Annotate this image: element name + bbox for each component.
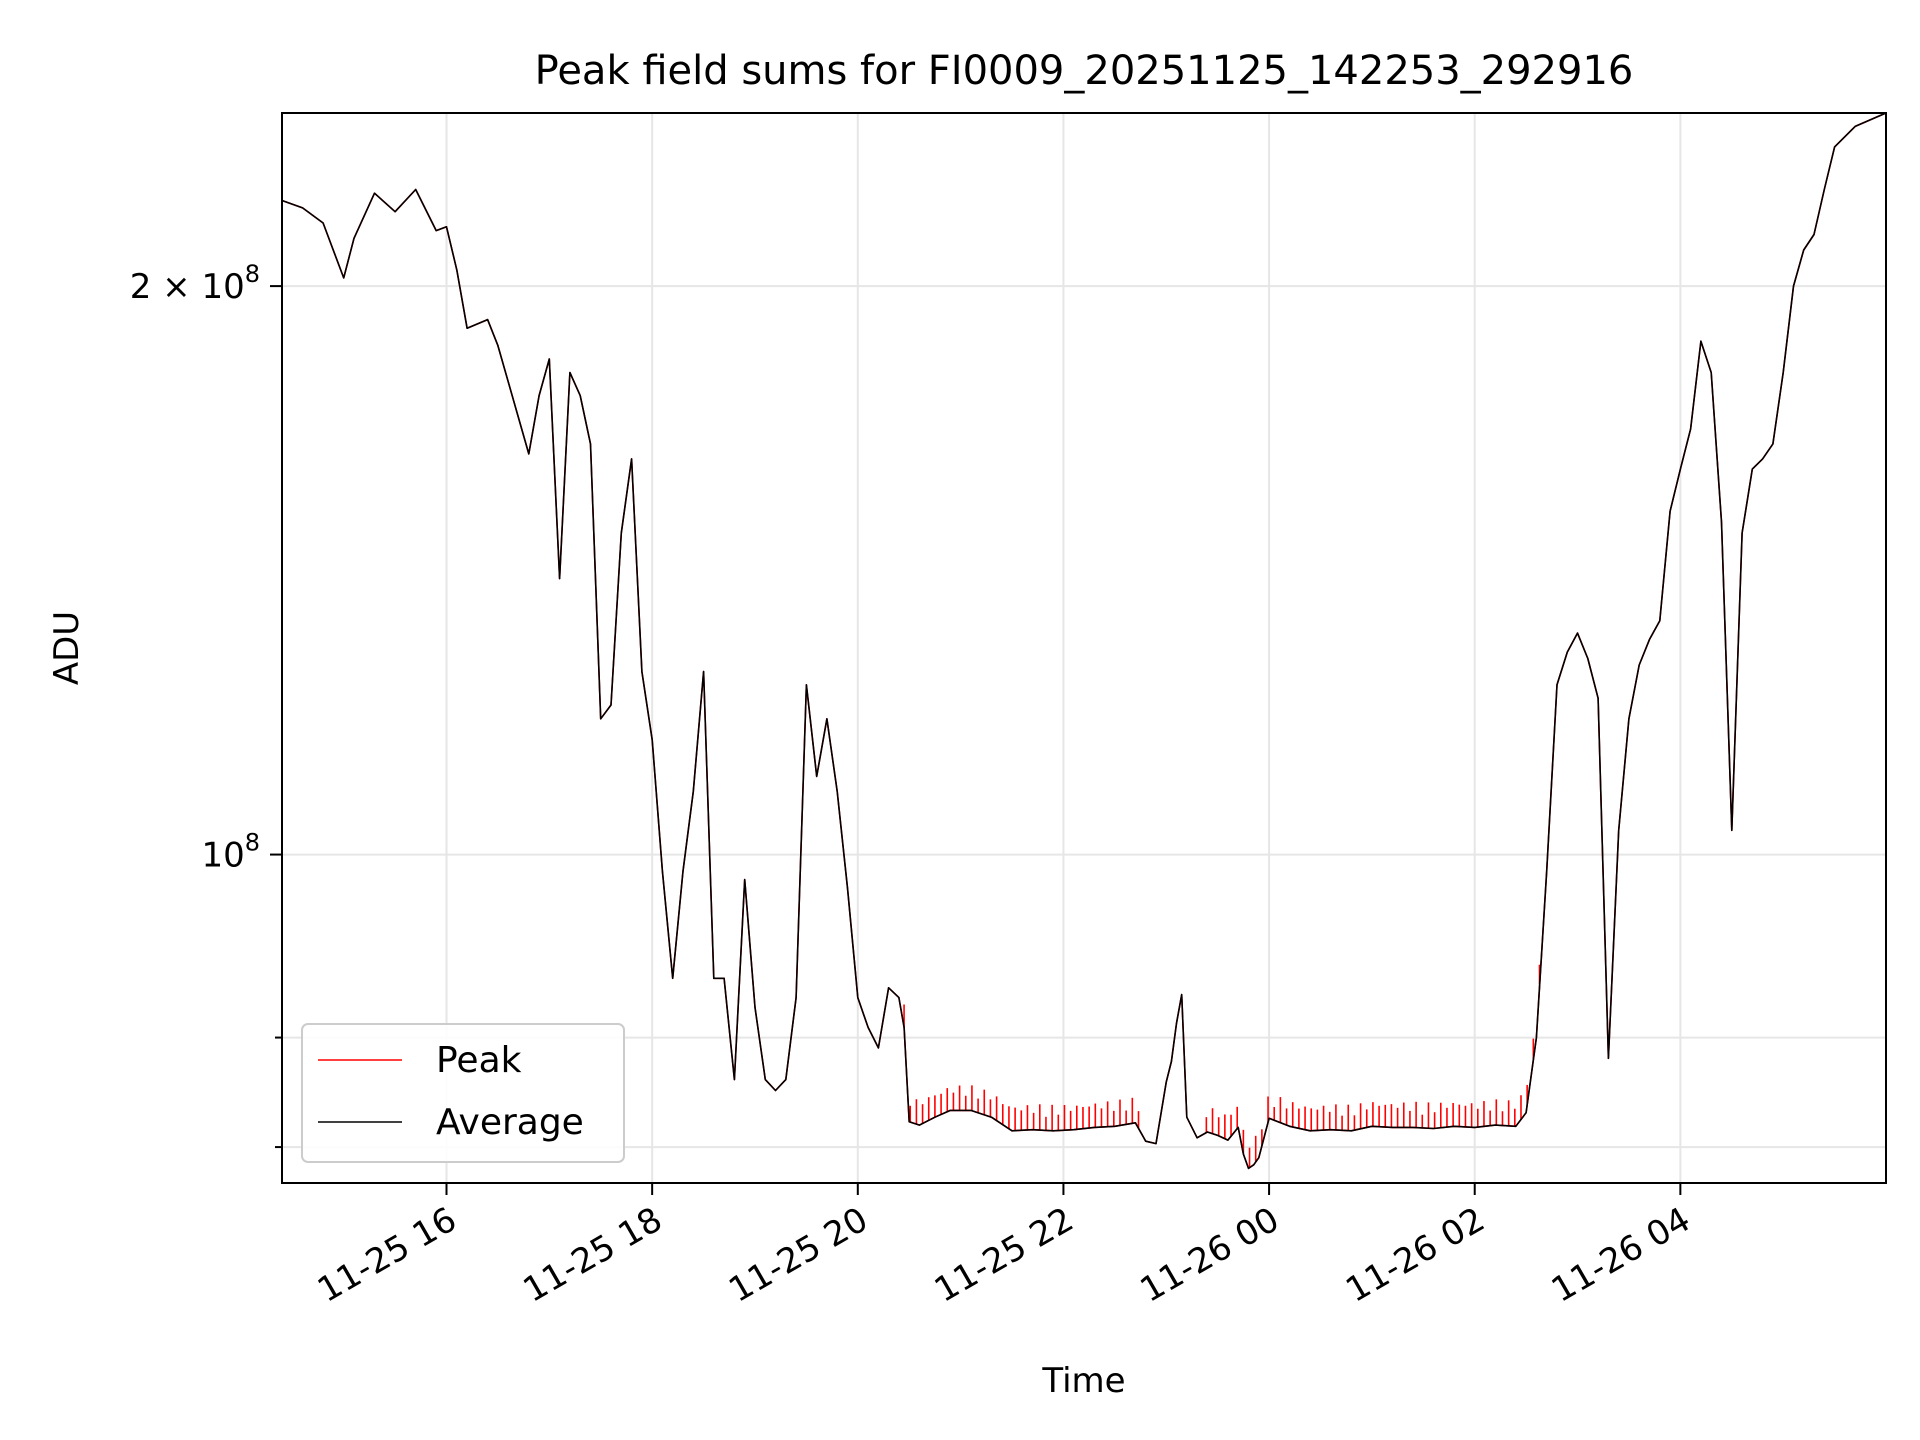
y-tick-label-base: 10 <box>201 836 244 876</box>
series-average-line <box>281 112 1887 1170</box>
y-tick-label-exponent: 8 <box>245 260 260 288</box>
legend: Peak Average <box>301 1023 625 1163</box>
legend-box <box>301 1023 625 1163</box>
y-tick-label-exponent: 8 <box>245 829 260 857</box>
y-tick-label: 2 × 108 <box>130 260 260 307</box>
chart-title: Peak field sums for FI0009_20251125_1422… <box>535 48 1634 94</box>
y-tick-label-base: 2 × 10 <box>130 267 245 307</box>
x-axis-label: Time <box>1041 1361 1125 1401</box>
legend-average-label: Average <box>436 1102 584 1143</box>
legend-peak-label: Peak <box>436 1040 522 1081</box>
series-layer <box>281 112 1887 1170</box>
y-tick-label: 108 <box>201 829 260 876</box>
plot-frame <box>281 112 1887 1184</box>
y-axis-label: ADU <box>47 611 87 685</box>
